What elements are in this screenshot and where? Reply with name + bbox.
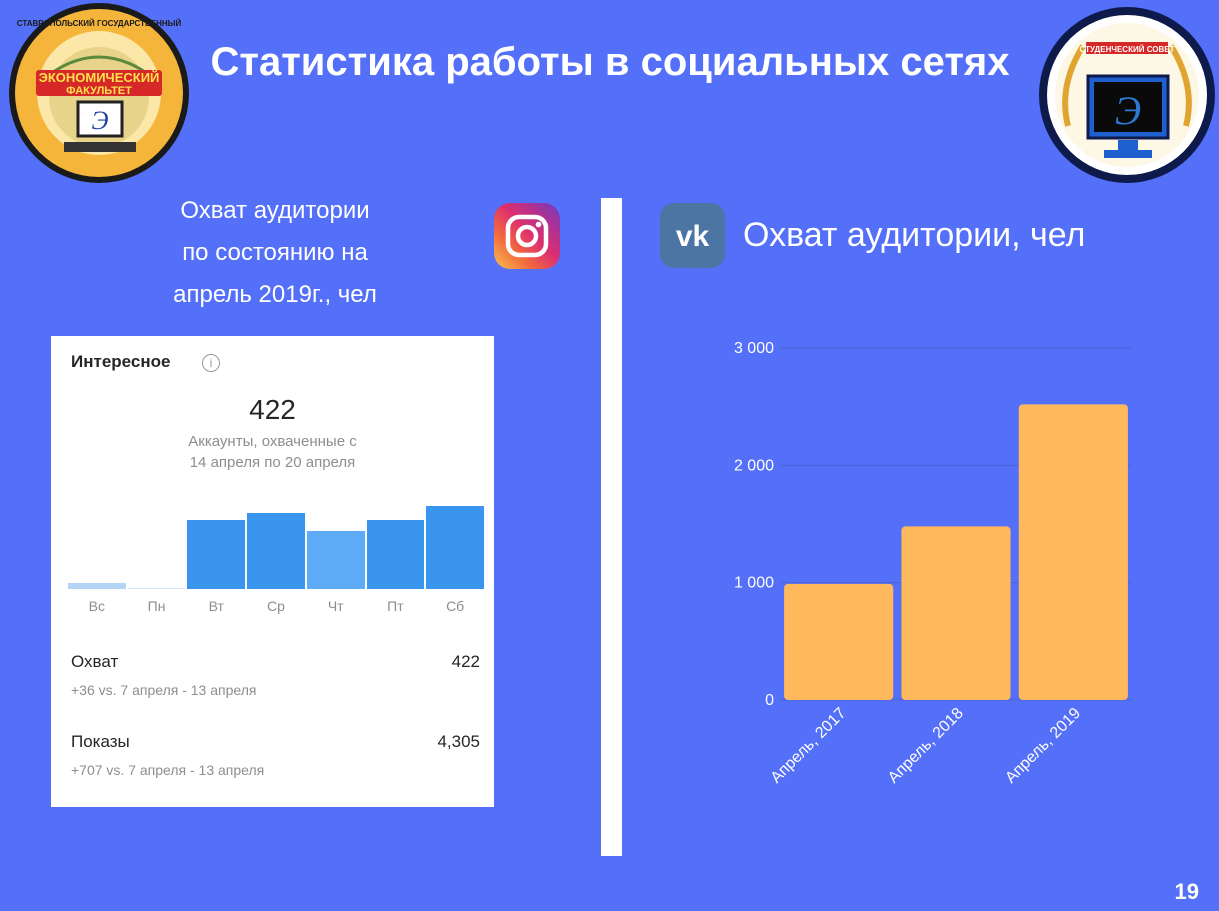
day-bar xyxy=(68,582,126,589)
subtitle-line: 14 апреля по 20 апреля xyxy=(189,454,356,471)
vk-icon: vk xyxy=(660,203,725,268)
y-tick-label: 3 000 xyxy=(734,340,774,357)
day-label: Ср xyxy=(267,598,285,614)
day-bar xyxy=(426,505,484,589)
reach-note: +36 vs. 7 апреля - 13 апреля xyxy=(71,682,257,698)
y-tick-label: 1 000 xyxy=(734,575,774,592)
day-bar xyxy=(247,512,305,589)
svg-text:ФАКУЛЬТЕТ: ФАКУЛЬТЕТ xyxy=(66,85,132,97)
day-bar xyxy=(306,531,365,589)
bar xyxy=(901,526,1011,700)
day-bar xyxy=(187,520,246,589)
svg-text:Э: Э xyxy=(91,106,108,135)
info-icon[interactable]: i xyxy=(202,354,220,372)
svg-text:СТУДЕНЧЕСКИЙ СОВЕТ: СТУДЕНЧЕСКИЙ СОВЕТ xyxy=(1080,45,1175,54)
card-header: Интересное xyxy=(71,352,171,371)
subtitle-line: Аккаунты, охваченные с xyxy=(188,433,357,450)
vk-reach-chart: 0 1 000 2 000 3 000 Апрель, 2017 Апрель, 2018… xyxy=(734,340,1132,787)
reach-label: Охват xyxy=(71,652,119,671)
column-divider xyxy=(601,198,622,856)
instagram-insights-card: Интересное i 422 Аккаунты, охваченные с … xyxy=(51,336,494,807)
day-label: Вс xyxy=(88,598,106,614)
student-council-logo: СТУДЕНЧЕСКИЙ СОВЕТ Э xyxy=(1038,6,1216,184)
impressions-note: +707 vs. 7 апреля - 13 апреля xyxy=(71,762,265,778)
svg-text:Э: Э xyxy=(1115,88,1141,133)
slide-title: Статистика работы в социальных сетях xyxy=(210,40,1010,84)
x-tick-label: Апрель, 2019 xyxy=(1002,705,1084,787)
bar xyxy=(1018,404,1128,700)
x-tick-label: Апрель, 2018 xyxy=(885,705,967,787)
instagram-icon xyxy=(494,203,560,269)
instagram-caption: Охват аудитории по состоянию на апрель 2… xyxy=(120,190,430,316)
page-number: 19 xyxy=(1174,879,1199,904)
day-label: Пн xyxy=(147,598,166,614)
accounts-reached-total: 422 xyxy=(249,394,296,425)
university-logo: ЭКОНОМИЧЕСКИЙ ФАКУЛЬТЕТ Э СТАВРОПОЛЬСКИЙ… xyxy=(8,2,190,184)
vk-title: Охват аудитории, чел xyxy=(743,216,1086,254)
day-bar xyxy=(127,587,186,589)
x-tick-label: Апрель, 2017 xyxy=(768,705,850,787)
svg-text:ЭКОНОМИЧЕСКИЙ: ЭКОНОМИЧЕСКИЙ xyxy=(39,70,160,85)
svg-text:СТАВРОПОЛЬСКИЙ ГОСУДАРСТВЕННЫЙ: СТАВРОПОЛЬСКИЙ ГОСУДАРСТВЕННЫЙ xyxy=(17,19,182,28)
impressions-label: Показы xyxy=(71,732,130,751)
reach-value: 422 xyxy=(451,652,480,671)
day-label: Пт xyxy=(387,598,404,614)
day-labels: Вс Пн Вт Ср Чт Пт Сб xyxy=(67,598,485,618)
svg-text:vk: vk xyxy=(676,220,710,253)
daily-reach-bars xyxy=(67,486,485,589)
day-label: Вт xyxy=(208,598,224,614)
y-tick-label: 2 000 xyxy=(734,457,774,474)
y-tick-label: 0 xyxy=(765,692,774,709)
accounts-reached-subtitle: Аккаунты, охваченные с 14 апреля по 20 а… xyxy=(51,431,494,473)
caption-line: по состоянию на xyxy=(182,239,368,266)
impressions-value: 4,305 xyxy=(437,732,480,751)
caption-line: апрель 2019г., чел xyxy=(173,281,377,308)
bar xyxy=(784,583,894,700)
caption-line: Охват аудитории xyxy=(180,197,370,224)
day-label: Сб xyxy=(446,598,465,614)
day-bar xyxy=(366,520,425,589)
day-label: Чт xyxy=(327,598,344,614)
